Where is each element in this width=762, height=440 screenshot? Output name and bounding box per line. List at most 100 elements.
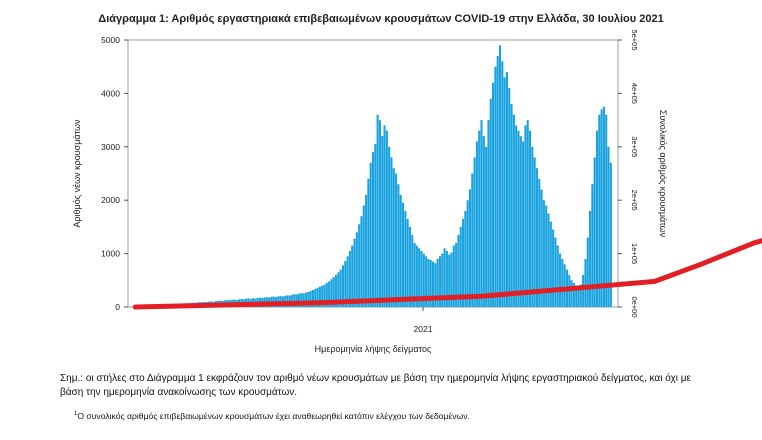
bar: [314, 288, 317, 307]
bar: [418, 248, 421, 307]
bar: [505, 72, 508, 307]
bar: [575, 285, 578, 307]
bar: [586, 237, 589, 307]
bar: [602, 106, 605, 307]
bar: [434, 263, 437, 307]
bar: [584, 258, 587, 307]
bar: [328, 281, 331, 307]
bar: [600, 109, 603, 307]
bar: [404, 210, 407, 307]
bar: [321, 285, 324, 307]
x-tick-label: 2021: [414, 324, 433, 334]
bar: [577, 286, 580, 307]
bar: [309, 290, 312, 307]
y-tick-label: 4000: [101, 88, 120, 98]
bar: [492, 82, 495, 307]
bar: [411, 234, 414, 307]
bar: [542, 200, 545, 307]
bar: [582, 274, 585, 307]
bar: [468, 189, 472, 307]
bar: [443, 248, 446, 307]
bar: [399, 194, 402, 307]
y2-tick-label: 1e+05: [630, 243, 639, 264]
bar: [528, 130, 532, 307]
bar: [605, 114, 608, 307]
bar: [549, 221, 552, 307]
bar: [556, 245, 559, 307]
bar: [552, 229, 555, 307]
bar: [415, 245, 418, 307]
bar: [561, 258, 564, 307]
bar: [609, 162, 612, 307]
bar: [598, 114, 601, 307]
bar: [385, 130, 388, 307]
y-tick-label: 2000: [101, 195, 120, 205]
bar: [487, 120, 490, 307]
bar: [316, 287, 319, 307]
bar: [591, 184, 594, 307]
bar: [381, 136, 384, 307]
chart-svg: 0 1000 2000 3000 4000 5000 0e+00 1e+05 2e+05 3e+0…: [72, 29, 762, 354]
bar: [362, 205, 365, 307]
bar: [348, 250, 351, 307]
bar: [376, 114, 379, 307]
y2-tick-label: 3e+05: [630, 136, 639, 157]
y-tick-label: 3000: [101, 142, 120, 152]
bar: [307, 292, 310, 307]
bar: [390, 157, 393, 307]
bar: [589, 210, 592, 307]
y2-tick-label: 4e+05: [630, 83, 639, 104]
bar: [298, 293, 301, 307]
bar: [538, 178, 541, 307]
y2-tick-label: 5e+05: [630, 29, 639, 50]
bar: [524, 125, 527, 307]
bar: [397, 184, 400, 307]
bar: [367, 178, 370, 307]
bar: [371, 152, 375, 307]
bar: [475, 141, 478, 307]
bar: [293, 294, 296, 307]
bar: [300, 293, 303, 307]
bar: [325, 282, 328, 307]
bar: [445, 250, 448, 307]
bar: [422, 253, 425, 307]
bar: [464, 210, 467, 307]
y-axis-label: Αριθμός νέων κρουσμάτων: [72, 119, 82, 228]
bar: [420, 250, 423, 307]
bar: [595, 130, 599, 307]
bar: [438, 256, 442, 307]
bar: [480, 120, 483, 307]
bar: [346, 256, 349, 307]
bar: [482, 136, 485, 307]
bar: [526, 120, 529, 307]
bar: [554, 237, 557, 307]
bar-series: [134, 45, 612, 308]
bar: [436, 258, 439, 307]
bar: [535, 168, 538, 307]
bar: [452, 245, 455, 307]
bar: [295, 294, 298, 307]
bar: [339, 269, 342, 307]
bar: [510, 104, 513, 307]
bar: [489, 98, 492, 308]
bar: [448, 254, 451, 307]
bar: [517, 130, 520, 307]
bar: [323, 284, 326, 307]
bar: [374, 144, 377, 307]
bar: [519, 136, 522, 307]
bar: [431, 261, 435, 307]
bar: [503, 77, 506, 307]
bar: [369, 162, 372, 307]
bar: [494, 66, 497, 307]
bar: [559, 253, 562, 307]
bar: [579, 284, 582, 307]
bar: [512, 114, 515, 307]
bar: [545, 205, 548, 307]
bar: [522, 141, 525, 307]
bar: [388, 146, 391, 307]
bar: [344, 261, 347, 307]
bar: [311, 289, 315, 307]
y-tick-label: 0: [115, 302, 120, 312]
footnote: 1Ο συνολικός αριθμός επιβεβαιωμένων κρου…: [74, 408, 724, 422]
bar: [392, 168, 395, 307]
